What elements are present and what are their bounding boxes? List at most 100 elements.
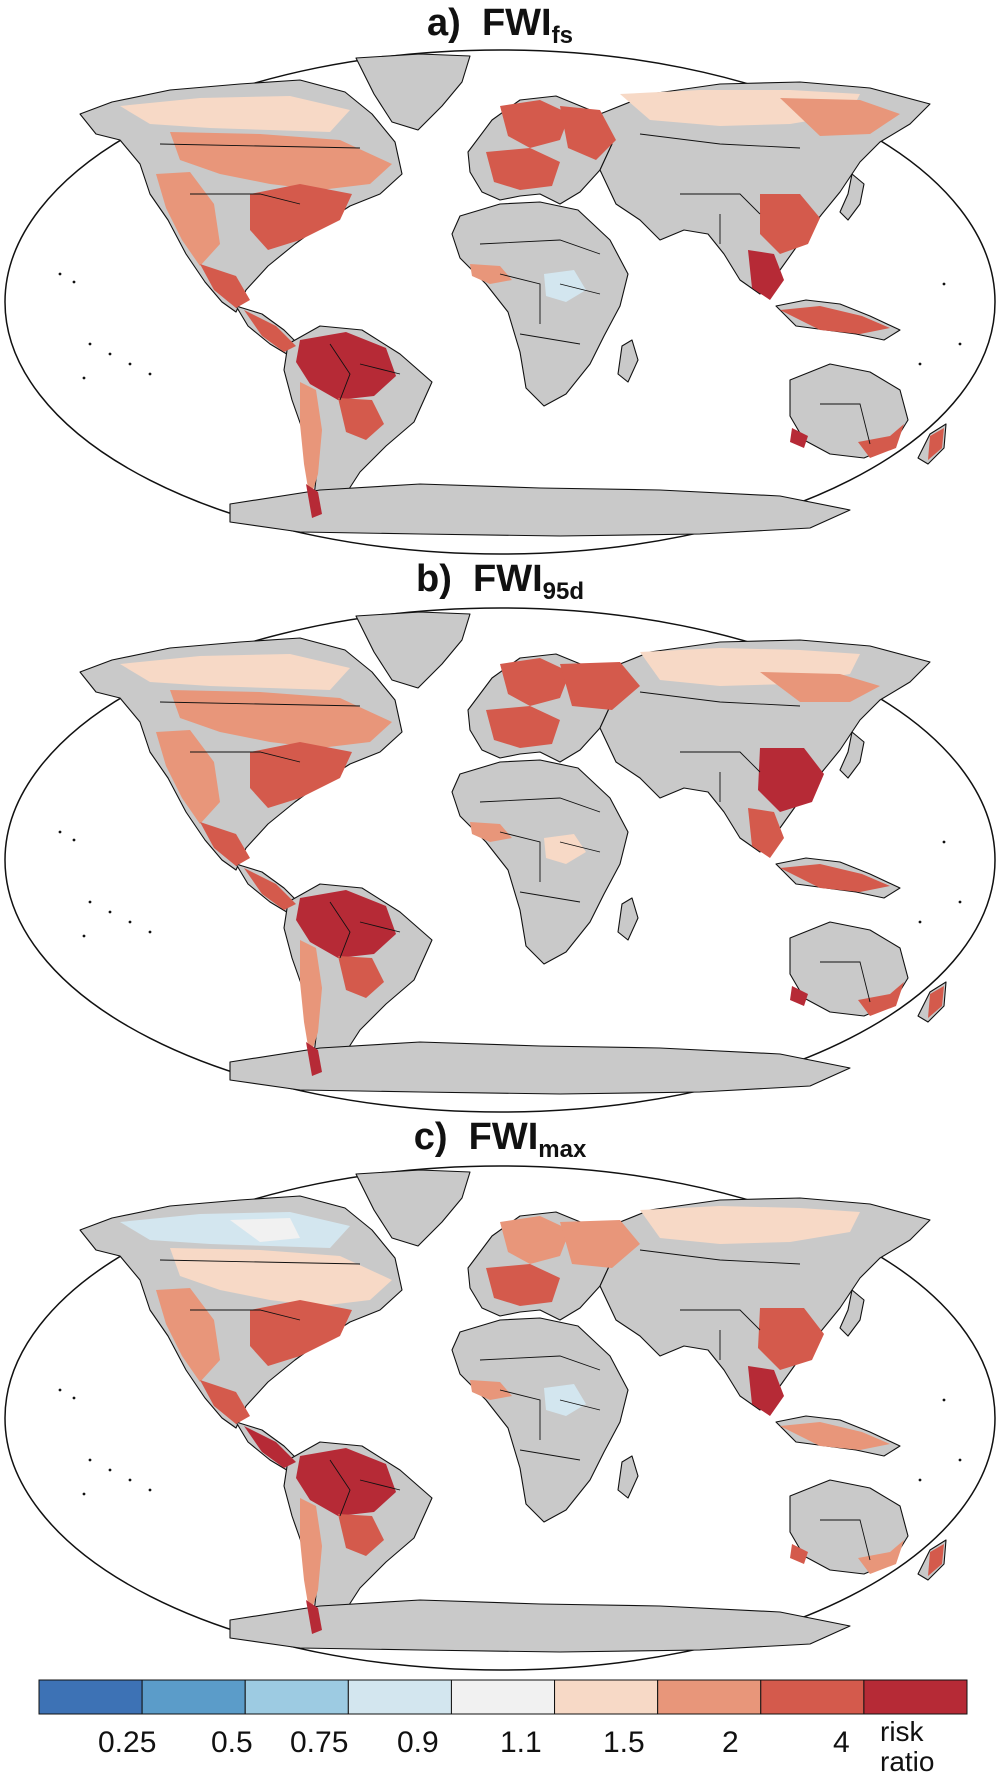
country-border-6 bbox=[559, 841, 601, 853]
country-border-7 bbox=[519, 891, 581, 903]
colorbar bbox=[38, 1679, 968, 1715]
colorbar-bin-7 bbox=[657, 1679, 762, 1715]
risk-region-canada-band bbox=[120, 654, 350, 690]
colorbar-bin-3 bbox=[244, 1679, 349, 1715]
risk-region-aus-south bbox=[858, 1540, 904, 1574]
colorbar-unit-label: risk ratio bbox=[880, 1717, 934, 1777]
island-dot-3 bbox=[108, 910, 112, 914]
colorbar-tick-2: 2 bbox=[722, 1726, 739, 1759]
risk-region-china bbox=[758, 1308, 824, 1370]
risk-region-russia-west bbox=[560, 662, 640, 710]
risk-region-euro-central bbox=[486, 706, 560, 748]
risk-region-russia-west bbox=[560, 1220, 640, 1268]
island-dot-2 bbox=[88, 900, 92, 904]
risk-region-aus-south bbox=[858, 982, 904, 1016]
risk-region-andes bbox=[300, 1498, 322, 1616]
colorbar-bin-5 bbox=[450, 1679, 556, 1715]
land-japan bbox=[839, 731, 865, 779]
island-dot-4 bbox=[128, 1478, 132, 1482]
map-panel-a bbox=[4, 49, 996, 555]
island-dot-6 bbox=[82, 376, 86, 380]
risk-region-andes bbox=[300, 940, 322, 1058]
land-north-america bbox=[79, 1195, 403, 1429]
country-border-9 bbox=[680, 1309, 761, 1331]
panel-a-title-main: FWI bbox=[481, 2, 552, 44]
risk-region-mexico bbox=[200, 264, 250, 308]
country-border-5 bbox=[499, 831, 541, 882]
country-border-2 bbox=[329, 901, 351, 959]
risk-region-mexico bbox=[200, 1380, 250, 1424]
island-dot-0 bbox=[58, 830, 62, 834]
risk-region-central-am bbox=[244, 1426, 296, 1468]
island-dot-5 bbox=[148, 930, 152, 934]
country-border-9 bbox=[680, 751, 761, 773]
risk-region-chile-south bbox=[306, 1042, 322, 1076]
island-dot-5 bbox=[148, 372, 152, 376]
country-border-1 bbox=[190, 193, 301, 205]
country-border-3 bbox=[359, 363, 401, 375]
risk-region-siberia bbox=[640, 1206, 860, 1244]
island-dot-4 bbox=[128, 362, 132, 366]
land-antarctica bbox=[229, 1599, 851, 1653]
colorbar-tick-1.5: 1.5 bbox=[603, 1726, 645, 1759]
colorbar-bin-4 bbox=[347, 1679, 452, 1715]
risk-region-indonesia bbox=[780, 306, 890, 334]
land-greenland bbox=[355, 611, 471, 689]
colorbar-tick-0.5: 0.5 bbox=[211, 1726, 253, 1759]
risk-region-scandinavia bbox=[500, 100, 570, 148]
island-dot-7 bbox=[958, 900, 962, 904]
island-dot-0 bbox=[58, 1388, 62, 1392]
land-madagascar bbox=[617, 1455, 639, 1499]
panel-c-label: c) bbox=[413, 1116, 448, 1158]
risk-region-indochina bbox=[748, 808, 784, 858]
land-greenland bbox=[355, 53, 471, 131]
colorbar-tick-0.9: 0.9 bbox=[397, 1726, 439, 1759]
island-dot-8 bbox=[942, 282, 946, 286]
colorbar-bin-8 bbox=[760, 1679, 865, 1715]
panel-c-title: c) FWImax bbox=[0, 1118, 1000, 1162]
island-dot-0 bbox=[58, 272, 62, 276]
country-border-7 bbox=[519, 333, 581, 345]
country-border-9 bbox=[680, 193, 761, 215]
risk-region-amazon bbox=[296, 1448, 396, 1516]
risk-region-us-east bbox=[250, 1300, 352, 1366]
country-border-3 bbox=[359, 921, 401, 933]
country-border-0 bbox=[159, 143, 361, 149]
risk-region-us-west bbox=[156, 1288, 220, 1382]
country-border-8 bbox=[639, 133, 801, 149]
risk-region-euro-central bbox=[486, 1264, 560, 1306]
panel-b-label: b) bbox=[416, 558, 452, 600]
colorbar-unit-line1: risk bbox=[880, 1716, 924, 1747]
panel-c-title-sub: max bbox=[538, 1136, 587, 1163]
risk-region-aus-sw bbox=[790, 428, 808, 448]
island-dot-8 bbox=[942, 1398, 946, 1402]
risk-region-euro-central bbox=[486, 148, 560, 190]
risk-region-indochina bbox=[748, 250, 784, 300]
country-border-5 bbox=[499, 273, 541, 324]
country-border-7 bbox=[519, 1449, 581, 1461]
land-asia bbox=[599, 1197, 931, 1411]
island-dot-7 bbox=[958, 342, 962, 346]
risk-region-west-africa bbox=[470, 1380, 512, 1400]
risk-region-us-west bbox=[156, 172, 220, 266]
colorbar-tick-0.75: 0.75 bbox=[290, 1726, 349, 1759]
island-dot-2 bbox=[88, 1458, 92, 1462]
island-dot-3 bbox=[108, 352, 112, 356]
land-north-america bbox=[79, 79, 403, 313]
risk-region-west-africa bbox=[470, 822, 512, 842]
panel-c-title-main: FWI bbox=[468, 1116, 539, 1158]
island-dot-2 bbox=[88, 342, 92, 346]
colorbar-bin-9 bbox=[863, 1679, 968, 1715]
colorbar-bin-1 bbox=[38, 1679, 143, 1715]
risk-region-andes bbox=[300, 382, 322, 500]
risk-region-indonesia bbox=[780, 1422, 890, 1450]
panel-a-title-sub: fs bbox=[551, 22, 573, 49]
land-asia bbox=[599, 81, 931, 295]
country-border-8 bbox=[639, 691, 801, 707]
panel-a-label: a) bbox=[427, 2, 461, 44]
risk-region-canada-south bbox=[170, 132, 392, 190]
risk-region-central-am bbox=[244, 310, 296, 352]
risk-region-china bbox=[758, 748, 824, 812]
land-japan bbox=[839, 173, 865, 221]
country-border-11 bbox=[820, 961, 871, 1003]
